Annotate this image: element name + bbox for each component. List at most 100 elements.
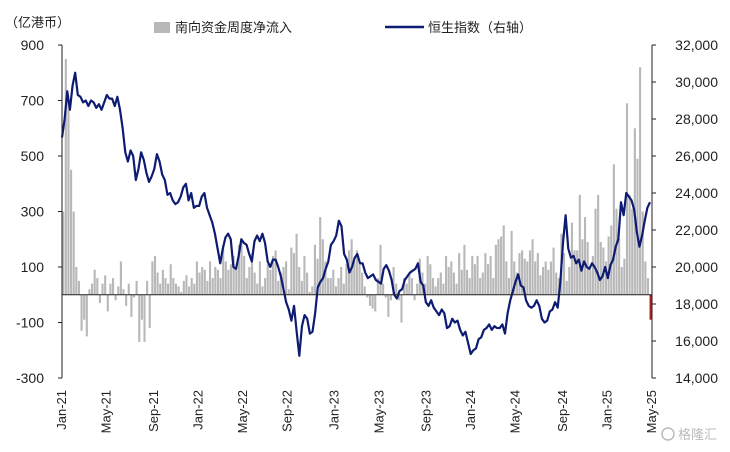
left-tick-label: 700 — [21, 93, 45, 109]
bar — [513, 261, 516, 295]
bar — [505, 261, 508, 295]
bar — [174, 283, 178, 295]
bar — [177, 286, 180, 295]
bar — [468, 278, 471, 295]
bar — [392, 267, 395, 295]
x-tick-label: May-25 — [644, 390, 659, 433]
x-tick-label: Jan-23 — [327, 390, 342, 430]
bar — [227, 269, 230, 295]
bar — [518, 253, 521, 295]
bar — [334, 286, 337, 295]
bar — [405, 283, 408, 295]
bar — [167, 283, 170, 295]
bar — [146, 280, 149, 295]
bar — [72, 211, 75, 295]
bar — [67, 100, 70, 295]
bar — [523, 258, 526, 295]
bar — [549, 261, 552, 295]
bar — [636, 158, 639, 295]
watermark-text: 格隆汇 — [678, 427, 717, 443]
bar — [98, 294, 101, 304]
bar — [258, 261, 261, 295]
right-tick-label: 20,000 — [675, 259, 718, 275]
x-tick-label: May-23 — [371, 390, 386, 433]
bar — [610, 225, 613, 295]
bar — [486, 264, 490, 295]
x-tick-label: May-22 — [235, 390, 250, 433]
bar — [169, 264, 172, 295]
bar — [625, 103, 629, 295]
bar — [93, 269, 96, 295]
x-tick-label: Jan-21 — [54, 390, 69, 430]
bar — [573, 250, 576, 295]
bar — [434, 286, 437, 295]
left-axis: 900 700 500 300 100 -100 -300 — [16, 37, 62, 386]
bar — [431, 278, 434, 295]
bar — [64, 58, 67, 295]
bar — [639, 67, 642, 295]
bar — [649, 294, 652, 320]
bar — [507, 278, 511, 295]
bar — [303, 255, 306, 295]
bar — [555, 272, 558, 295]
bar — [644, 261, 647, 295]
bar — [313, 244, 316, 295]
bar — [243, 255, 246, 295]
left-tick-label: -300 — [16, 370, 44, 386]
bar — [542, 267, 545, 295]
bar — [119, 261, 122, 295]
bar — [521, 250, 524, 295]
bar — [526, 261, 529, 295]
bar — [444, 255, 448, 295]
bar — [597, 194, 600, 295]
bar — [345, 264, 348, 295]
bar — [235, 269, 238, 295]
bar — [109, 283, 112, 295]
bar — [410, 278, 414, 295]
bar — [287, 289, 290, 295]
bar — [528, 250, 532, 295]
bar — [321, 239, 324, 295]
x-tick-label: Jan-24 — [463, 390, 478, 430]
bar — [447, 267, 450, 295]
bar — [599, 242, 602, 295]
bar — [631, 208, 634, 295]
bar — [500, 236, 503, 295]
bar — [604, 261, 608, 295]
bar — [245, 278, 248, 295]
bar — [266, 264, 269, 295]
bar — [295, 233, 298, 295]
bar — [353, 261, 356, 295]
bar — [156, 272, 159, 295]
bar — [628, 194, 631, 295]
bar — [337, 278, 340, 295]
bar — [308, 291, 311, 295]
legend: 南向资金周度净流入 恒生指数（右轴） — [154, 20, 532, 36]
bar — [615, 208, 618, 295]
left-axis-title: （亿港币） — [5, 16, 70, 31]
left-tick-label: 300 — [21, 204, 45, 220]
bar — [382, 283, 385, 295]
bar — [429, 264, 432, 295]
right-tick-label: 22,000 — [675, 222, 718, 238]
axes — [61, 45, 653, 378]
bar — [219, 278, 222, 295]
bar — [195, 261, 198, 295]
bar — [261, 286, 264, 295]
bar — [452, 272, 455, 295]
bar — [426, 255, 429, 295]
bar — [271, 255, 275, 295]
bar — [397, 294, 400, 301]
bar — [253, 272, 256, 295]
bar — [211, 278, 214, 295]
x-tick-label: Sep-24 — [555, 390, 570, 432]
bar — [285, 261, 288, 295]
bar — [132, 294, 136, 298]
left-tick-label: -100 — [16, 315, 44, 331]
bar — [232, 255, 235, 295]
bar — [193, 283, 196, 295]
bar — [641, 211, 644, 295]
bar — [576, 250, 579, 295]
bar — [539, 275, 542, 295]
legend-line-label: 恒生指数（右轴） — [428, 21, 532, 36]
